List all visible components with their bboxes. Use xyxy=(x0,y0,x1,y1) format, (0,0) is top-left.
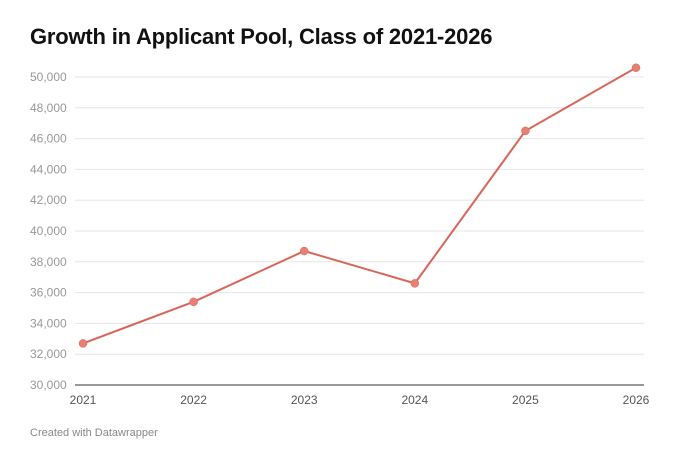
y-tick-label: 38,000 xyxy=(30,255,67,269)
data-point xyxy=(299,246,309,256)
credit-text: Created with Datawrapper xyxy=(30,427,158,439)
x-tick-label: 2024 xyxy=(401,393,428,407)
data-point xyxy=(78,339,88,348)
y-axis-ticks: 30,000 32,000 34,000 36,000 38,000 40,000 42,0… xyxy=(30,70,67,392)
y-tick-label: 48,000 xyxy=(30,101,67,115)
y-tick-label: 46,000 xyxy=(30,132,67,146)
data-point xyxy=(631,63,641,73)
y-tick-label: 50,000 xyxy=(30,70,67,84)
x-tick-label: 2026 xyxy=(623,393,650,407)
data-point xyxy=(189,297,198,307)
y-tick-label: 42,000 xyxy=(30,193,67,207)
x-tick-label: 2021 xyxy=(70,393,97,407)
data-point xyxy=(410,279,420,288)
data-point xyxy=(521,126,530,136)
y-tick-label: 34,000 xyxy=(30,316,67,330)
y-tick-label: 30,000 xyxy=(30,378,67,392)
series-layer xyxy=(78,63,641,348)
y-tick-label: 36,000 xyxy=(30,286,67,300)
y-tick-label: 40,000 xyxy=(30,224,67,238)
y-tick-label: 44,000 xyxy=(30,162,67,176)
x-axis-ticks: 2021 2022 2023 2024 2025 2026 xyxy=(70,393,650,407)
x-tick-label: 2025 xyxy=(512,393,539,407)
y-tick-label: 32,000 xyxy=(30,347,67,361)
x-tick-label: 2023 xyxy=(291,393,318,407)
gridlines xyxy=(75,76,644,386)
series-line xyxy=(82,66,637,345)
x-tick-label: 2022 xyxy=(180,393,207,407)
chart-title: Growth in Applicant Pool, Class of 2021-… xyxy=(30,24,493,49)
